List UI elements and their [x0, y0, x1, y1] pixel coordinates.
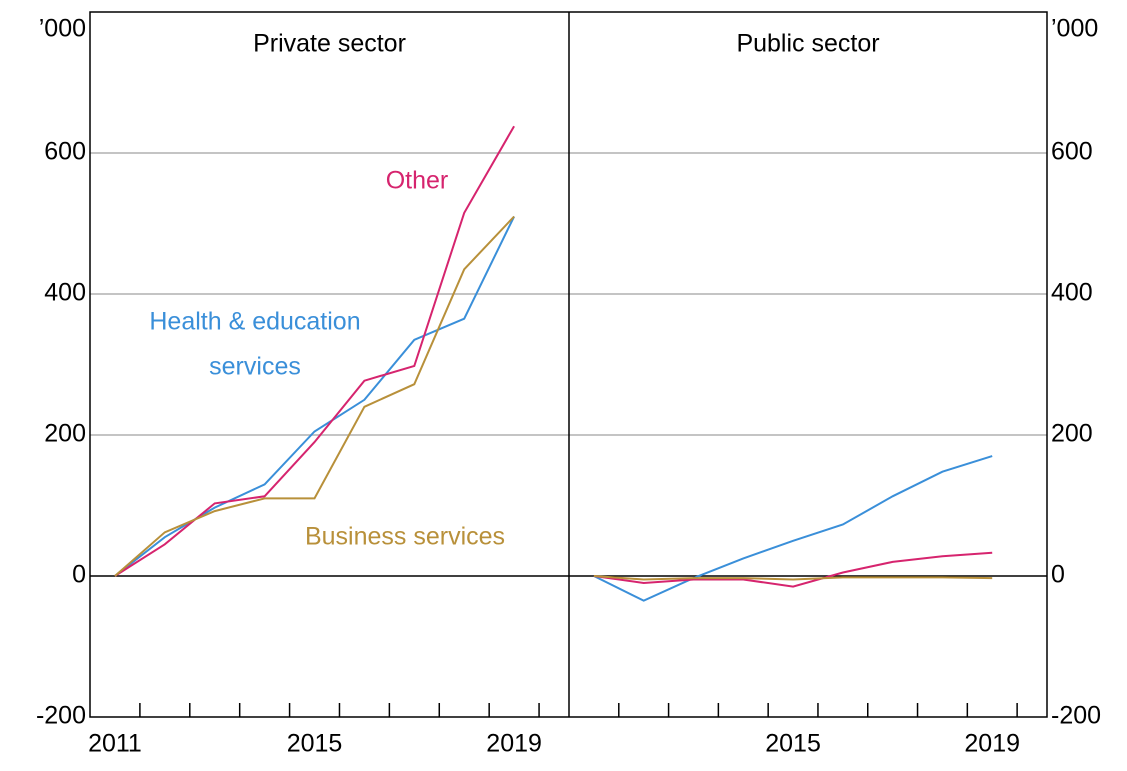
y-tick-label: 0 — [1051, 561, 1065, 589]
x-tick-label: 2019 — [486, 730, 542, 758]
y-tick-label: 400 — [44, 279, 86, 307]
series-line — [114, 125, 515, 577]
y-tick-label: 200 — [1051, 420, 1093, 448]
series-line — [593, 575, 993, 581]
panel-title: Private sector — [253, 30, 406, 58]
y-tick-label: -200 — [1051, 702, 1101, 730]
y-tick-label: 600 — [1051, 138, 1093, 166]
series-line — [114, 216, 515, 577]
panel-title: Public sector — [736, 30, 879, 58]
y-tick-label: 400 — [1051, 279, 1093, 307]
y-unit: ’000 — [39, 15, 86, 43]
x-tick-label: 2011 — [88, 730, 142, 758]
series-label: Other — [386, 167, 449, 195]
x-tick-label: 2015 — [287, 730, 343, 758]
y-tick-label: 600 — [44, 138, 86, 166]
series-line — [593, 455, 993, 602]
series-label: services — [209, 353, 301, 381]
x-tick-label: 2015 — [765, 730, 821, 758]
series-label: Health & education — [149, 308, 360, 336]
series-line — [593, 551, 993, 588]
y-tick-label: -200 — [36, 702, 86, 730]
series-label: Business services — [305, 523, 505, 551]
x-tick-label: 2019 — [964, 730, 1020, 758]
y-tick-label: 200 — [44, 420, 86, 448]
y-unit: ’000 — [1051, 15, 1098, 43]
y-tick-label: 0 — [72, 561, 86, 589]
series-line — [114, 215, 515, 577]
